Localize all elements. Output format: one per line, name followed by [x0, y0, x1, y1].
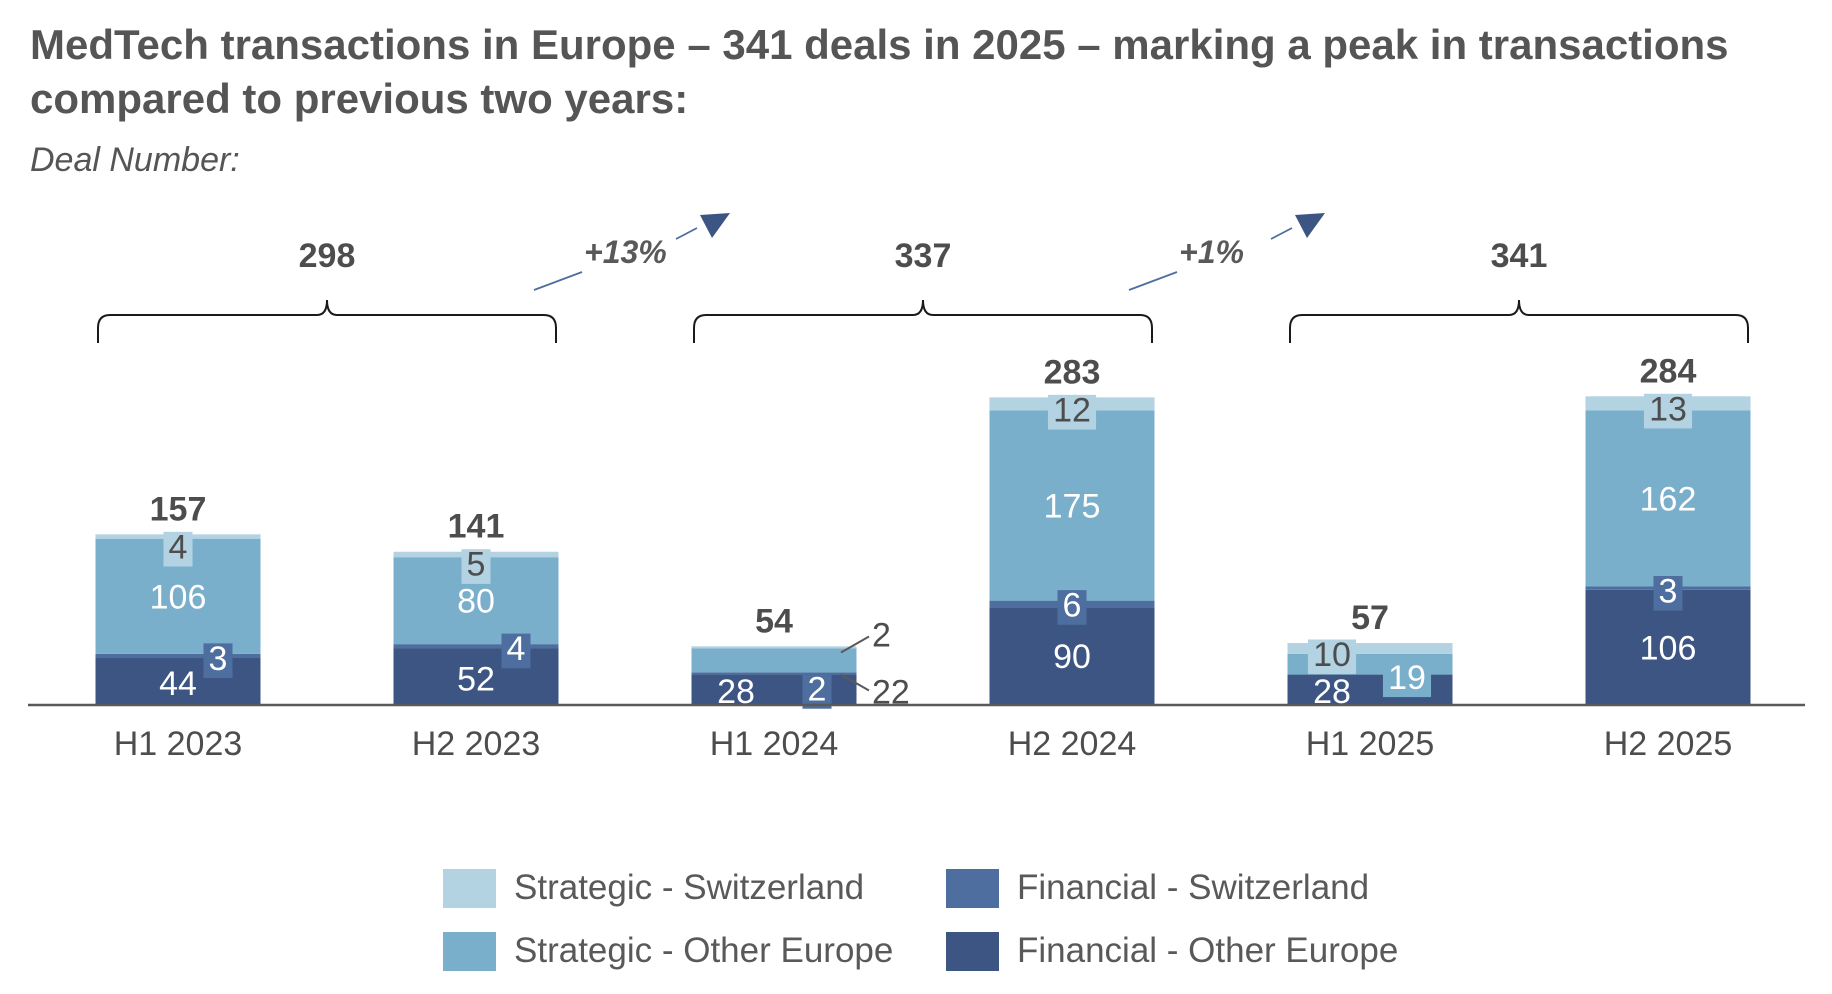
bar-total-label: 283 — [1044, 353, 1101, 391]
value-label-financial-switzerland: 4 — [507, 630, 526, 668]
legend-item-strategic-other-europe: Strategic - Other Europe — [443, 931, 893, 971]
legend-item-strategic-switzerland: Strategic - Switzerland — [443, 868, 864, 908]
value-label-strategic-other-europe: 19 — [1388, 659, 1426, 697]
chart-title: MedTech transactions in Europe – 341 dea… — [30, 21, 1729, 122]
value-label-strategic-other-europe: 80 — [457, 583, 495, 621]
growth-arrow-head — [1295, 213, 1325, 238]
growth-arrow-line — [675, 227, 698, 240]
chart-subtitle: Deal Number: — [30, 141, 240, 179]
value-label-strategic-switzerland: 12 — [1053, 391, 1091, 429]
x-tick-label: H2 2025 — [1604, 725, 1733, 763]
growth-arrow-line — [1270, 227, 1293, 240]
bar-total-label: 54 — [755, 602, 793, 640]
value-label-strategic-other-europe: 106 — [150, 578, 207, 616]
x-tick-label: H1 2024 — [710, 725, 839, 763]
bar-segment-financial-other-europe — [95, 657, 261, 705]
value-label-box — [1057, 590, 1087, 625]
x-tick-label: H1 2023 — [114, 725, 243, 763]
value-label-financial-other-europe: 44 — [159, 665, 197, 703]
legend-swatch-strategic-other-europe — [443, 931, 496, 971]
value-label-box — [1307, 639, 1357, 675]
value-label-box — [1047, 394, 1097, 430]
x-tick-label: H1 2025 — [1306, 725, 1435, 763]
value-label-box — [203, 643, 233, 679]
legend-label: Strategic - Other Europe — [514, 931, 894, 970]
bar-segment-financial-switzerland — [691, 672, 857, 675]
value-label-strategic-switzerland: 5 — [467, 546, 486, 584]
value-label-box — [1382, 662, 1432, 698]
value-label-strategic-switzerland: 10 — [1313, 636, 1351, 674]
value-label-box — [501, 633, 531, 669]
x-tick-label: H2 2024 — [1008, 725, 1137, 763]
value-label-box — [163, 531, 193, 567]
bar-segment-strategic-other-europe — [989, 410, 1155, 601]
growth-arrow-head — [700, 213, 730, 238]
value-label-strategic-other-europe: 175 — [1044, 488, 1101, 526]
value-label-box — [1643, 393, 1693, 429]
bar-total-label: 157 — [150, 490, 207, 528]
bar-segment-strategic-other-europe — [1585, 410, 1751, 587]
annual-total-label: 298 — [299, 237, 356, 275]
growth-arrow-line — [1128, 271, 1178, 291]
x-tick-label: H2 2023 — [412, 725, 541, 763]
legend-swatch-strategic-switzerland — [443, 868, 496, 908]
bar-segment-strategic-switzerland — [691, 646, 857, 649]
year-bracket — [97, 299, 557, 343]
value-label-strategic-switzerland: 2 — [872, 616, 891, 654]
value-label-box — [461, 549, 491, 584]
chart-legend: Strategic - Switzerland Strategic - Othe… — [443, 868, 1443, 988]
leader-line — [840, 635, 870, 654]
bar-segment-financial-switzerland — [393, 644, 559, 649]
value-label-financial-switzerland: 6 — [1063, 587, 1082, 625]
value-label-financial-other-europe: 90 — [1053, 638, 1091, 676]
annual-total-label: 341 — [1491, 237, 1548, 275]
legend-swatch-financial-other-europe — [946, 931, 999, 971]
bar-segment-financial-switzerland — [95, 653, 261, 658]
legend-label: Financial - Other Europe — [1017, 931, 1399, 970]
legend-swatch-financial-switzerland — [946, 868, 999, 908]
bar-segment-strategic-other-europe — [691, 648, 857, 673]
year-bracket — [1289, 299, 1749, 343]
bar-total-label: 141 — [448, 508, 505, 546]
value-label-financial-other-europe: 106 — [1640, 629, 1697, 667]
growth-label: +1% — [1179, 234, 1244, 270]
bar-segment-strategic-switzerland — [1287, 643, 1453, 654]
bar-total-label: 284 — [1640, 352, 1697, 390]
value-label-box — [1653, 575, 1683, 611]
legend-label: Financial - Switzerland — [1017, 868, 1370, 907]
growth-arrow-line — [533, 271, 583, 291]
bar-total-label: 57 — [1351, 599, 1389, 637]
growth-label: +13% — [584, 234, 667, 270]
leader-line — [840, 673, 870, 692]
legend-item-financial-other-europe: Financial - Other Europe — [946, 931, 1398, 971]
value-label-strategic-switzerland: 4 — [169, 528, 188, 566]
annual-total-label: 337 — [895, 237, 952, 275]
value-label-strategic-other-europe: 162 — [1640, 480, 1697, 518]
legend-item-financial-switzerland: Financial - Switzerland — [946, 868, 1369, 908]
bar-segment-financial-other-europe — [393, 648, 559, 705]
value-label-financial-switzerland: 3 — [209, 640, 228, 678]
value-label-box — [802, 674, 832, 709]
legend-label: Strategic - Switzerland — [514, 868, 865, 907]
value-label-financial-other-europe: 52 — [457, 661, 495, 699]
value-label-financial-switzerland: 3 — [1659, 573, 1678, 611]
year-bracket — [693, 299, 1153, 343]
value-label-financial-switzerland: 2 — [808, 671, 827, 709]
value-label-strategic-switzerland: 13 — [1649, 390, 1687, 428]
